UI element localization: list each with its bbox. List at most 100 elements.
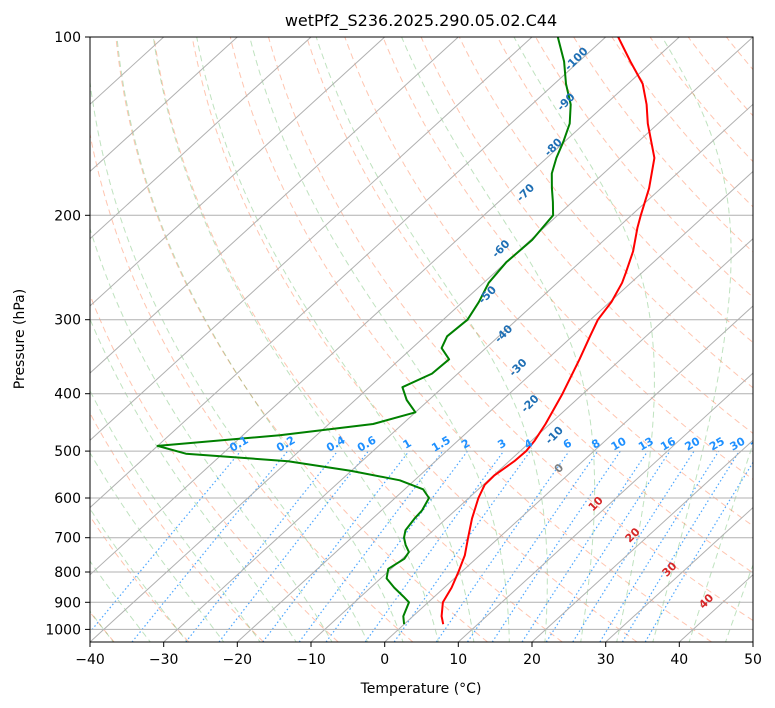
dry-adiabat-line (90, 131, 414, 642)
mixing-ratio-lines (90, 450, 753, 642)
x-tick-label: 30 (597, 652, 615, 668)
dry-adiabat-line (726, 37, 753, 71)
isotherm-line (90, 37, 386, 307)
moist-adiabat-line (688, 441, 753, 642)
y-tick-label: 400 (54, 387, 81, 403)
dry-adiabat-line (268, 37, 753, 622)
mixing-ratio-label: 8 (589, 437, 602, 452)
mixing-ratio-label: 1 (401, 437, 414, 452)
chart-title: wetPf2_S236.2025.290.05.02.C44 (285, 11, 557, 31)
mixing-ratio-line (131, 450, 289, 642)
x-tick-label: 10 (449, 652, 467, 668)
dry-adiabat-line (496, 37, 753, 344)
dry-adiabat-line (229, 37, 712, 642)
x-tick-label: −10 (296, 652, 326, 668)
y-axis-ticks: 100 200 300 400 500 600 700 800 900 1000 (45, 30, 90, 638)
x-tick-label: 40 (670, 652, 688, 668)
moist-adiabat-line (761, 37, 775, 644)
moist-adiabat-line (90, 507, 188, 642)
mixing-ratio-line (491, 450, 621, 642)
y-tick-label: 200 (54, 208, 81, 224)
moist-adiabat-label: 40 (696, 591, 716, 611)
isotherm-line (90, 37, 312, 240)
mixing-ratio-label: 6 (561, 436, 574, 451)
moist-adiabat-label: 20 (623, 525, 643, 545)
x-tick-label: −30 (149, 652, 179, 668)
moist-adiabat-line (652, 37, 732, 642)
isotherm-line (531, 439, 753, 642)
dry-adiabat-line (306, 37, 753, 574)
mixing-ratio-line (621, 450, 740, 642)
dry-adiabat-label: -80 (542, 135, 565, 158)
isotherm-line (90, 37, 238, 173)
dry-adiabat-line (687, 37, 753, 117)
mixing-ratio-line (599, 450, 720, 642)
x-tick-label: −20 (223, 652, 253, 668)
mixing-ratio-line (572, 450, 695, 642)
sounding-series (156, 37, 656, 625)
x-tick-label: 20 (523, 652, 541, 668)
x-axis-label: Temperature (°C) (360, 681, 482, 697)
mixing-ratio-line (545, 450, 671, 642)
dewpoint-profile-line (156, 37, 572, 625)
y-tick-label: 500 (54, 444, 81, 460)
dry-adiabat-label: -100 (562, 44, 591, 73)
dry-adiabat-line (153, 37, 563, 642)
dry-adiabat-line (90, 293, 339, 642)
x-tick-label: −40 (75, 652, 105, 668)
mixing-ratio-label: 36 (748, 434, 768, 453)
plot-frame (89, 36, 754, 643)
moist-adiabat-line (90, 389, 261, 642)
mixing-ratio-label: 3 (495, 437, 508, 452)
isotherm-line (90, 37, 680, 576)
isotherm-line (90, 37, 459, 374)
moist-adiabat-line (724, 563, 753, 642)
dry-adiabat-label: -30 (506, 356, 529, 379)
isotherm-line (163, 103, 753, 642)
dry-adiabat-label: -20 (518, 392, 541, 415)
moist-adiabat-line (513, 37, 655, 642)
dry-adiabat-line (420, 37, 753, 435)
dry-adiabat-line (649, 37, 753, 163)
y-axis-label: Pressure (hPa) (12, 289, 28, 389)
temperature-profile-line (440, 37, 656, 625)
dry-adiabat-line (573, 37, 753, 253)
y-tick-label: 300 (54, 313, 81, 329)
dry-adiabat-line (765, 37, 775, 642)
mixing-ratio-line (364, 450, 505, 642)
isotherm-line (90, 37, 607, 509)
dry-adiabat-line (90, 412, 264, 642)
isotherm-line (90, 37, 753, 642)
moist-adiabat-line (152, 37, 439, 642)
dry-adiabat-label: -90 (554, 90, 577, 113)
x-axis-ticks: −40 −30 −20 −10 0 10 20 30 40 50 (75, 642, 762, 668)
x-tick-label: 50 (744, 652, 762, 668)
y-tick-label: 700 (54, 531, 81, 547)
mixing-ratio-line (185, 450, 339, 642)
line-labels: -100-90-80-70-60-50-40-30-20-100.1 0.2 0.4… (227, 44, 768, 611)
mixing-ratio-line (218, 450, 369, 642)
dry-adiabat-line (535, 37, 753, 298)
isotherm-line (310, 237, 753, 642)
moist-adiabat-line (90, 317, 297, 642)
dry-adiabat-line (191, 37, 638, 642)
mixing-ratio-line (393, 450, 531, 642)
dry-adiabat-line (90, 515, 190, 642)
mixing-ratio-line (262, 450, 410, 642)
dry-adiabat-line (115, 37, 488, 642)
isotherm-line (90, 37, 533, 442)
mixing-ratio-label: 2 (459, 437, 472, 452)
isotherm-line (752, 641, 753, 642)
dry-adiabat-label: -40 (492, 322, 515, 345)
y-tick-label: 600 (54, 491, 81, 507)
isotherm-line (236, 170, 753, 642)
mixing-ratio-line (435, 450, 570, 642)
dry-adiabat-line (344, 37, 753, 527)
mixing-ratio-line (298, 450, 444, 642)
y-tick-label: 900 (54, 595, 81, 611)
mixing-ratio-line (644, 461, 753, 642)
x-tick-label: 0 (380, 652, 389, 668)
dry-adiabat-label: -60 (489, 237, 512, 260)
mixing-ratio-line (90, 450, 242, 634)
